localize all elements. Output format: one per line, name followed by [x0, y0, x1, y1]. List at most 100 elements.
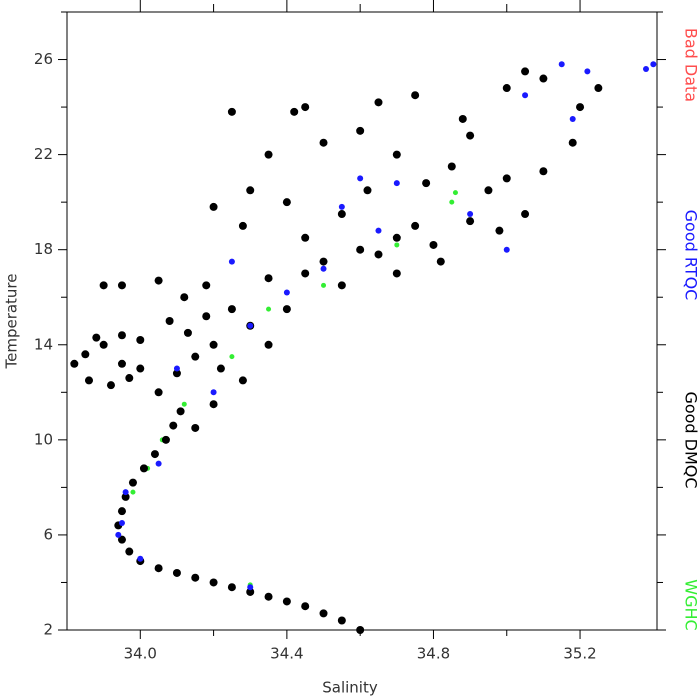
x-tick-label: 34.4 — [270, 645, 303, 663]
data-point — [209, 202, 218, 211]
data-point — [209, 578, 218, 587]
data-point — [484, 186, 493, 195]
data-point — [70, 359, 79, 368]
data-point — [301, 103, 310, 112]
data-point — [282, 198, 291, 207]
data-point — [502, 84, 511, 93]
data-point — [209, 400, 218, 409]
data-point — [227, 583, 236, 592]
data-point — [169, 421, 178, 430]
data-point — [210, 389, 217, 396]
data-point — [650, 61, 657, 68]
data-point — [374, 250, 383, 259]
data-point — [643, 66, 650, 73]
data-point — [522, 92, 529, 99]
data-point — [282, 597, 291, 606]
data-point — [216, 364, 225, 373]
data-point — [122, 489, 129, 496]
data-point — [466, 131, 475, 140]
data-point — [569, 115, 576, 122]
data-point — [467, 211, 474, 218]
data-point — [411, 221, 420, 230]
data-point — [106, 381, 115, 390]
data-point — [301, 233, 310, 242]
data-point — [150, 450, 159, 459]
data-point — [449, 199, 455, 205]
data-point — [246, 587, 255, 596]
x-axis-label: Salinity — [322, 679, 378, 697]
data-point — [264, 150, 273, 159]
data-point — [117, 535, 126, 544]
data-point — [165, 317, 174, 325]
y-tick-label: 2 — [43, 621, 53, 639]
data-point — [117, 331, 126, 340]
data-point — [154, 564, 163, 573]
data-point — [117, 507, 126, 516]
data-point — [584, 68, 591, 75]
data-point — [125, 547, 134, 556]
data-point — [92, 333, 101, 342]
data-point — [137, 555, 144, 562]
data-point — [558, 61, 565, 68]
y-axis-label: Temperature — [3, 273, 21, 369]
data-point — [130, 489, 136, 495]
data-point — [136, 336, 145, 345]
data-point — [115, 531, 122, 538]
data-point — [264, 592, 273, 601]
data-point — [154, 388, 163, 397]
y-tick-label: 14 — [34, 335, 53, 353]
data-point — [264, 340, 273, 349]
data-point — [594, 84, 603, 93]
data-point — [466, 217, 475, 226]
y-tick-label: 10 — [34, 430, 53, 448]
data-point — [539, 167, 548, 176]
data-point — [180, 293, 189, 302]
data-point — [363, 186, 372, 195]
y-tick-label: 22 — [34, 145, 53, 163]
data-point — [502, 174, 511, 183]
data-point — [247, 584, 254, 591]
data-point — [337, 281, 346, 290]
data-point — [375, 227, 382, 234]
y-tick-label: 26 — [34, 50, 53, 68]
data-point — [264, 274, 273, 283]
data-point — [411, 91, 420, 100]
data-point — [539, 74, 548, 83]
data-point — [173, 365, 180, 372]
data-point — [301, 269, 310, 278]
data-point — [191, 573, 200, 582]
data-point — [238, 221, 247, 230]
y-tick-label: 6 — [43, 525, 53, 543]
data-point — [392, 269, 401, 278]
data-point — [319, 609, 328, 618]
data-point — [447, 162, 456, 171]
data-point — [154, 276, 163, 285]
data-point — [172, 568, 181, 577]
data-point — [337, 210, 346, 219]
data-point — [172, 369, 181, 378]
data-point — [568, 138, 577, 147]
data-point — [452, 190, 458, 196]
data-point — [283, 289, 290, 296]
data-point — [128, 478, 137, 487]
data-point — [228, 258, 235, 265]
x-tick-label: 34.8 — [417, 645, 450, 663]
data-point — [356, 626, 365, 634]
data-point — [321, 282, 327, 288]
data-point — [356, 126, 365, 135]
data-point — [202, 312, 211, 321]
x-tick-label: 35.2 — [563, 645, 596, 663]
data-point — [393, 180, 400, 187]
data-point — [202, 281, 211, 290]
data-point — [521, 67, 530, 76]
legend-label: Bad Data — [682, 28, 700, 102]
data-point — [227, 305, 236, 314]
data-point — [429, 240, 438, 249]
data-point — [117, 281, 126, 290]
data-point — [356, 245, 365, 254]
data-point — [392, 150, 401, 159]
data-point — [374, 98, 383, 107]
data-point — [503, 246, 510, 253]
legend-label: Good DMQC — [682, 391, 700, 488]
